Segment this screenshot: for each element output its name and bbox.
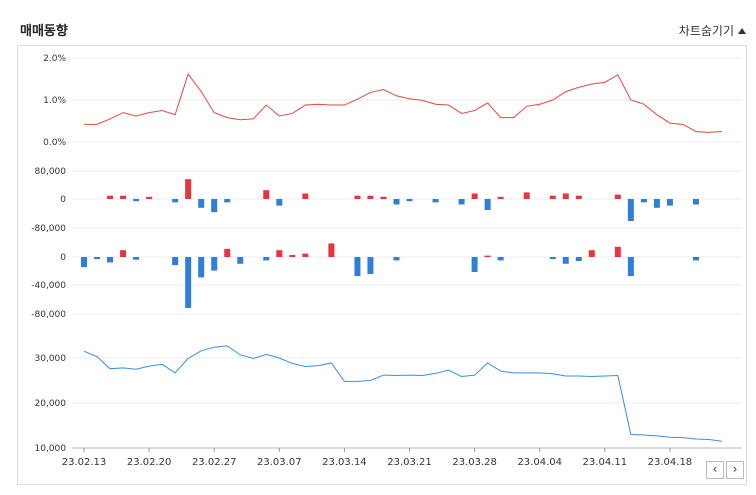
bar <box>471 193 478 199</box>
bar <box>94 257 101 260</box>
bar <box>224 199 231 203</box>
chart-hide-label: 차트숨기기 <box>678 24 734 38</box>
bar <box>549 195 556 199</box>
chart-frame <box>17 45 747 485</box>
y-tick-label: 30,000 <box>35 354 67 364</box>
bar <box>172 257 179 266</box>
bar <box>406 199 413 202</box>
bar <box>497 196 504 199</box>
bar <box>146 196 153 199</box>
bar <box>484 199 491 210</box>
y-tick-label: 0.0% <box>43 138 66 148</box>
bar <box>107 195 114 199</box>
bar <box>614 246 621 257</box>
x-tick-label: 23.02.27 <box>192 457 237 468</box>
y-tick-label: 2.0% <box>43 54 66 64</box>
bar <box>588 250 595 257</box>
bar <box>562 193 569 199</box>
x-tick-label: 23.04.11 <box>583 457 628 468</box>
x-tick-label: 23.04.18 <box>648 457 693 468</box>
bar <box>471 257 478 272</box>
bar <box>211 257 218 271</box>
bar <box>627 257 634 277</box>
series-line-bottom <box>83 345 723 442</box>
y-tick-label: 0 <box>60 253 66 263</box>
x-tick-label: 23.02.20 <box>127 457 172 468</box>
x-tick-label: 23.03.14 <box>322 457 367 468</box>
bar <box>120 195 127 199</box>
bar <box>211 199 218 213</box>
x-tick-label: 23.03.07 <box>257 457 302 468</box>
page-title: 매매동향 <box>20 24 68 39</box>
bar <box>354 257 361 277</box>
bar <box>627 199 634 221</box>
bar <box>393 257 400 261</box>
bar <box>354 195 361 199</box>
y-tick-label: 1.0% <box>43 96 66 106</box>
chevron-right-icon[interactable]: › <box>726 461 744 479</box>
y-tick-label: 20,000 <box>35 399 67 409</box>
bar <box>367 257 374 274</box>
bar <box>562 257 569 264</box>
bar <box>302 253 309 257</box>
bar <box>497 257 504 261</box>
bar <box>198 199 205 208</box>
bar <box>120 250 127 257</box>
bar <box>575 257 582 262</box>
bar <box>523 192 530 199</box>
bar <box>81 257 87 268</box>
series-line-top <box>84 72 723 133</box>
bar <box>276 250 283 257</box>
bar <box>614 194 621 199</box>
bar <box>484 255 491 258</box>
bar <box>302 193 309 199</box>
bar <box>289 254 296 257</box>
caret-up-icon <box>738 27 746 34</box>
bar <box>224 248 231 257</box>
y-tick-label: 0 <box>60 195 66 205</box>
bar <box>263 257 270 261</box>
bar <box>185 257 192 308</box>
bar <box>692 199 699 205</box>
bar <box>458 199 465 205</box>
bar <box>133 257 140 260</box>
bar <box>276 199 283 206</box>
chart-hide-toggle[interactable]: 차트숨기기 <box>679 22 746 39</box>
bar <box>237 257 244 264</box>
x-tick-label: 23.03.28 <box>452 457 497 468</box>
bar <box>133 199 140 202</box>
bar <box>640 199 647 203</box>
bar <box>367 195 374 199</box>
bar <box>692 257 699 261</box>
y-tick-label: -40,000 <box>31 281 66 291</box>
bar <box>549 257 556 260</box>
bar <box>107 257 114 263</box>
bar <box>328 243 335 257</box>
x-tick-label: 23.04.04 <box>517 457 562 468</box>
bar <box>575 195 582 199</box>
y-tick-label: 80,000 <box>35 167 67 177</box>
bar <box>263 190 270 199</box>
x-tick-label: 23.03.21 <box>387 457 432 468</box>
chevron-left-icon[interactable]: ‹ <box>706 461 724 479</box>
bar <box>653 199 660 208</box>
bar <box>666 199 673 206</box>
bar <box>432 199 439 203</box>
bar <box>198 257 205 278</box>
y-tick-label: -80,000 <box>31 310 66 320</box>
y-tick-label: 10,000 <box>35 444 67 454</box>
bar <box>185 179 192 199</box>
bar <box>380 196 387 199</box>
bar <box>172 199 179 203</box>
x-tick-label: 23.02.13 <box>62 457 107 468</box>
y-tick-label: -80,000 <box>31 224 66 234</box>
bar <box>393 199 400 205</box>
